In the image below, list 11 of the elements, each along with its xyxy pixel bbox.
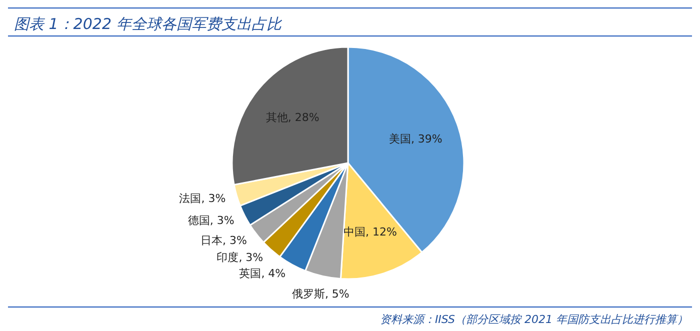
text: 资料来源：IISS（部分区域按 2021 年国防支出占比进行推算） [380, 313, 688, 326]
slice-label: 其他, 28% [266, 111, 320, 124]
slice-label: 法国, 3% [179, 192, 226, 205]
slice-label: 中国, 12% [344, 225, 397, 238]
slice-label: 印度, 3% [216, 250, 264, 264]
slice-label: 美国, 39% [388, 132, 442, 146]
slice-label: 日本, 3% [200, 234, 248, 247]
slice-label: 英国, 4% [239, 266, 286, 280]
slice-label: 俄罗斯, 5% [292, 287, 350, 300]
slice-label: 德国, 3% [188, 214, 234, 227]
chart-title: 图表 1：2022 年全球各国军费支出占比 [14, 15, 282, 33]
